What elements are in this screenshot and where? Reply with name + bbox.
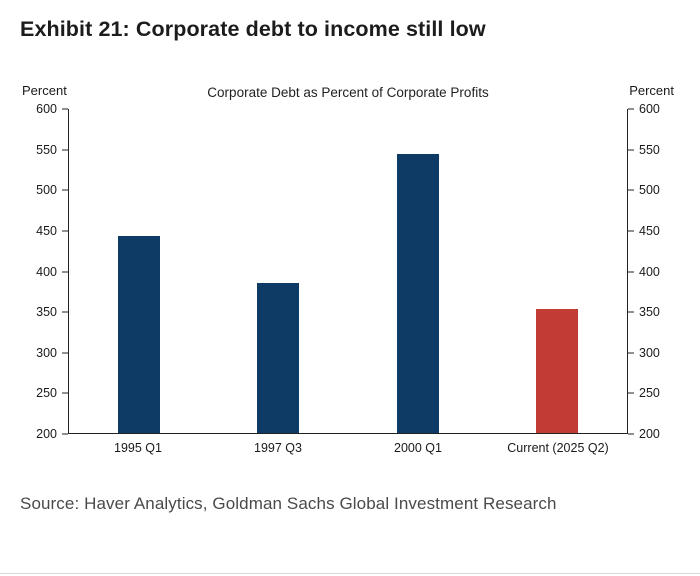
y-tick-label-right: 350 — [639, 305, 660, 320]
exhibit-page: Exhibit 21: Corporate debt to income sti… — [0, 16, 700, 576]
right-axis-unit-label: Percent — [629, 83, 674, 98]
bar — [396, 153, 439, 433]
y-tick-mark-left — [62, 392, 68, 394]
y-tick-mark-right — [628, 108, 634, 110]
y-axis-left: 200 250 300 350 400 450 500 550 600 — [22, 102, 68, 441]
y-tick-label-left: 600 — [36, 102, 57, 116]
y-tick-mark-left — [62, 189, 68, 191]
plot-area — [68, 109, 628, 434]
y-tick-label-left: 300 — [36, 345, 57, 360]
y-tick-mark-left — [62, 311, 68, 313]
y-tick-mark-left — [62, 108, 68, 110]
x-tick-label: 2000 Q1 — [394, 441, 442, 455]
y-tick-label-left: 350 — [36, 305, 57, 320]
chart-body: 200 250 300 350 400 450 500 550 600 200 250 300 350… — [22, 102, 674, 441]
source-text: Source: Haver Analytics, Goldman Sachs G… — [20, 494, 557, 513]
bar — [257, 283, 300, 433]
x-tick-label: 1995 Q1 — [114, 441, 162, 455]
y-tick-label-left: 400 — [36, 264, 57, 279]
x-axis: 1995 Q1 1997 Q3 2000 Q1 Current (2025 Q2) — [68, 434, 628, 464]
y-tick-label-left: 450 — [36, 223, 57, 238]
y-tick-label-left: 250 — [36, 386, 57, 401]
y-tick-mark-right — [628, 352, 634, 354]
bar — [536, 309, 579, 433]
y-tick-label-right: 250 — [639, 386, 660, 401]
y-tick-label-right: 600 — [639, 102, 660, 116]
y-tick-label-left: 550 — [36, 142, 57, 157]
y-tick-mark-right — [628, 189, 634, 191]
y-tick-label-right: 450 — [639, 223, 660, 238]
y-tick-mark-right — [628, 311, 634, 313]
chart-title: Corporate Debt as Percent of Corporate P… — [207, 85, 489, 100]
y-tick-mark-left — [62, 433, 68, 435]
y-tick-label-left: 500 — [36, 183, 57, 198]
y-tick-label-left: 200 — [36, 427, 57, 441]
y-tick-label-right: 300 — [639, 345, 660, 360]
x-tick-label: Current (2025 Q2) — [507, 441, 609, 455]
exhibit-title: Exhibit 21: Corporate debt to income sti… — [20, 17, 486, 41]
y-tick-mark-right — [628, 433, 634, 435]
y-tick-label-right: 200 — [639, 427, 660, 441]
bar-chart: Percent Corporate Debt as Percent of Cor… — [22, 83, 674, 464]
y-tick-mark-left — [62, 230, 68, 232]
y-tick-mark-left — [62, 149, 68, 151]
y-tick-mark-right — [628, 230, 634, 232]
y-tick-mark-right — [628, 149, 634, 151]
x-tick-label: 1997 Q3 — [254, 441, 302, 455]
left-axis-unit-label: Percent — [22, 83, 67, 98]
y-tick-label-right: 500 — [639, 183, 660, 198]
bottom-divider — [0, 573, 700, 574]
y-tick-mark-left — [62, 271, 68, 272]
bar — [117, 236, 160, 433]
y-tick-mark-left — [62, 352, 68, 354]
y-axis-right: 200 250 300 350 400 450 500 550 600 — [628, 102, 674, 441]
y-tick-mark-right — [628, 392, 634, 394]
y-tick-label-right: 400 — [639, 264, 660, 279]
y-tick-mark-right — [628, 271, 634, 272]
y-tick-label-right: 550 — [639, 142, 660, 157]
chart-header: Percent Corporate Debt as Percent of Cor… — [22, 83, 674, 101]
